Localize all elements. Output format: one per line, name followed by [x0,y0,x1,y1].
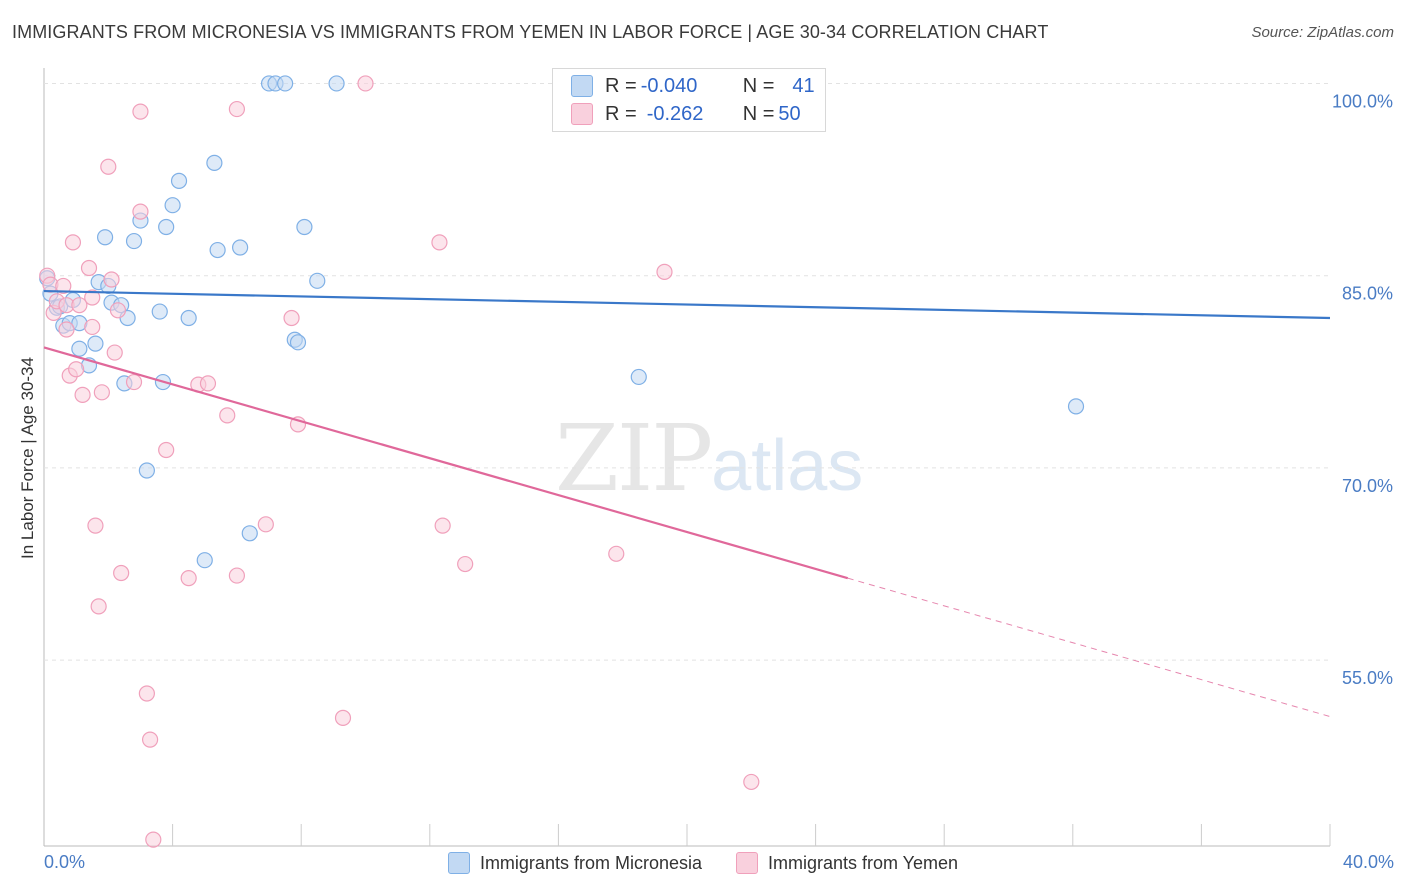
r-value-micronesia: -0.040 [640,74,698,97]
yemen-trend-line-projection [847,577,1331,718]
n-value-micronesia: 41 [792,74,815,97]
yemen-point [357,75,374,92]
yemen-point [334,709,352,726]
yemen-point [219,407,236,424]
yemen-point [113,564,130,582]
yemen-point [434,517,451,534]
r-label: R = [605,74,637,97]
yemen-point [106,344,123,361]
micronesia-legend-swatch [447,852,470,874]
n-label: N = [742,74,775,97]
micronesia-point [630,368,647,386]
yemen-point [257,516,274,533]
micronesia-point [1067,398,1085,415]
yemen-point [431,234,448,251]
yemen-point [608,545,625,562]
legend-row-yemen: R = -0.262 N = 50 [571,100,801,128]
micronesia-point [196,552,213,569]
yemen-point [84,318,101,336]
n-label: N = [742,102,775,125]
micronesia-point [96,229,114,246]
yemen-point [228,100,245,118]
yemen-point [58,321,75,338]
micronesia-point [151,303,168,320]
micronesia-point [209,241,226,259]
micronesia-trend-line [43,289,1331,320]
yemen-point [457,555,474,573]
micronesia-point [138,462,155,479]
micronesia-point [158,218,175,236]
y-tick-label: 70.0% [1342,476,1393,496]
micronesia-point [328,75,345,92]
yemen-point [228,567,245,584]
yemen-point [125,373,143,391]
yemen-point [180,570,197,587]
source-credit: Source: ZipAtlas.com [1251,24,1394,41]
series-legend: Immigrants from Micronesia Immigrants fr… [0,852,1406,874]
legend-item-micronesia[interactable]: Immigrants from Micronesia [447,852,702,874]
yemen-point [87,517,104,534]
y-tick-label: 85.0% [1342,284,1393,304]
yemen-point [145,831,162,848]
x-tick-min: 0.0% [44,852,86,872]
watermark-atlas: atlas [711,426,864,506]
legend-label-yemen: Immigrants from Yemen [767,852,959,873]
y-axis-label: In Labor Force | Age 30-34 [18,357,37,559]
micronesia-point [164,197,181,214]
legend-label-micronesia: Immigrants from Micronesia [479,852,702,873]
yemen-point [656,263,673,280]
micronesia-point [71,340,88,357]
yemen-point [283,309,300,327]
micronesia-point [206,154,223,172]
yemen-point [55,277,72,295]
yemen-point [132,103,149,120]
micronesia-point [296,218,313,236]
n-value-yemen: 50 [778,102,801,125]
yemen-legend-swatch [735,852,758,874]
micronesia-point [125,232,143,250]
yemen-point [103,271,120,288]
micronesia-point [277,75,294,92]
r-value-yemen: -0.262 [646,102,704,125]
yemen-point [138,685,155,702]
yemen-trend-line [43,346,849,580]
legend-item-yemen[interactable]: Immigrants from Yemen [735,852,959,874]
micronesia-point [309,272,326,289]
correlation-legend: R = -0.040 N = 41 R = -0.262 N = 50 [552,68,826,132]
x-tick-max: 40.0% [1342,852,1394,872]
legend-row-micronesia: R = -0.040 N = 41 [571,72,815,100]
yemen-point [68,361,85,378]
y-tick-label: 55.0% [1342,668,1393,688]
micronesia-swatch [571,75,593,97]
yemen-point [199,375,217,392]
yemen-point [84,289,101,306]
yemen-point [74,386,91,403]
chart-title: IMMIGRANTS FROM MICRONESIA VS IMMIGRANTS… [12,22,1049,42]
yemen-point [132,203,149,220]
yemen-point [80,259,98,277]
micronesia-point [289,334,307,351]
yemen-point [100,158,117,175]
watermark-zip: ZIP [555,405,713,512]
yemen-point [141,731,159,748]
yemen-point [93,384,110,401]
yemen-point [158,441,175,459]
micronesia-point [241,525,258,542]
yemen-swatch [571,103,593,125]
yemen-point [743,773,760,791]
watermark: ZIPatlas [555,405,863,512]
micronesia-point [180,309,197,327]
yemen-point [90,598,107,615]
y-tick-label: 100.0% [1332,91,1393,111]
r-label: R = [605,102,637,125]
yemen-point [64,234,82,251]
micronesia-point [87,335,104,352]
yemen-point [109,302,127,319]
micronesia-point [232,239,249,256]
yemen-point [71,297,88,314]
micronesia-point [170,172,188,189]
